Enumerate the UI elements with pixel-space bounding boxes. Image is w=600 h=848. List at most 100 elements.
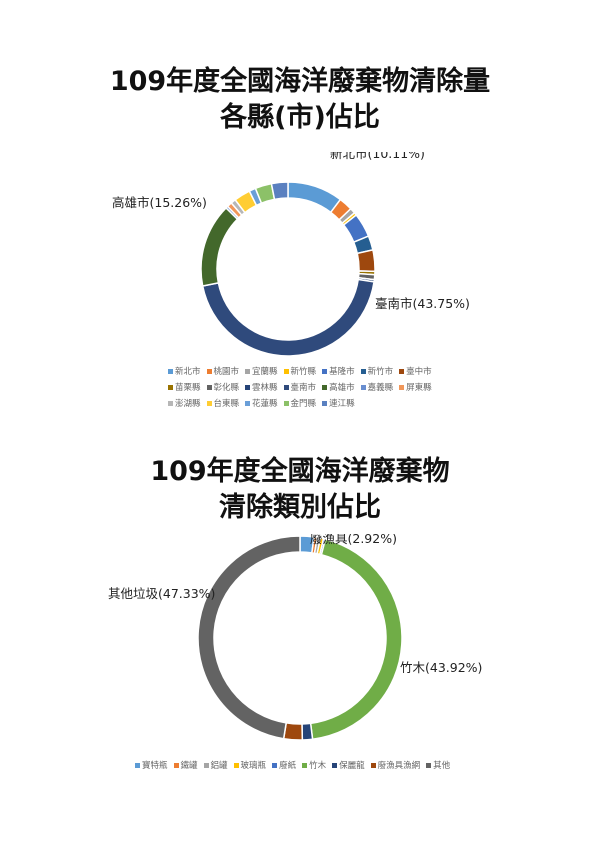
legend-swatch bbox=[322, 385, 328, 390]
legend-label: 桃園市 bbox=[213, 367, 240, 377]
legend-item: 廢紙 bbox=[272, 758, 296, 774]
legend-item: 新北市 bbox=[168, 364, 201, 380]
legend-item: 臺中市 bbox=[399, 364, 432, 380]
chart-title-line-2: 各縣(市)佔比 bbox=[220, 102, 380, 133]
slice-連江縣 bbox=[270, 181, 289, 201]
donut-chart: 新北市(10.11%) 臺南市(43.75%) 高雄市(15.26%) bbox=[112, 152, 470, 357]
legend-label: 玻璃瓶 bbox=[240, 761, 267, 771]
legend-item: 鋁罐 bbox=[203, 758, 228, 774]
chart-legend: 新北市 桃園市 宜蘭縣 新竹縣 基隆市 新竹市 臺中市苗栗縣 彰化縣 雲林縣 臺南市 高雄市 嘉義縣 屏… bbox=[168, 364, 448, 412]
legend-swatch bbox=[283, 401, 289, 406]
data-label: 其他垃圾(47.33%) bbox=[108, 586, 215, 601]
legend-item: 嘉義縣 bbox=[360, 380, 394, 396]
legend-label: 鐵罐 bbox=[180, 761, 198, 771]
chart-county-share: 109年度全國海洋廢棄物清除量 各縣(市)佔比 新北市(10.11%) 臺南市(4… bbox=[0, 64, 600, 424]
legend-label: 宜蘭縣 bbox=[252, 367, 278, 377]
slice-高雄市 bbox=[200, 206, 239, 287]
legend-swatch bbox=[399, 385, 405, 390]
legend-swatch bbox=[272, 763, 278, 768]
legend-swatch bbox=[360, 385, 366, 390]
legend-swatch bbox=[135, 763, 140, 768]
legend-item: 澎湖縣 bbox=[168, 396, 201, 412]
legend-swatch bbox=[426, 763, 432, 768]
data-label: 廢漁具(2.92%) bbox=[310, 534, 397, 546]
legend-label: 花蓮縣 bbox=[252, 399, 278, 409]
legend-swatch bbox=[283, 385, 289, 390]
legend-swatch bbox=[206, 369, 212, 374]
legend-swatch bbox=[245, 385, 251, 390]
legend-label: 其他 bbox=[433, 761, 451, 771]
legend-item: 寶特瓶 bbox=[135, 758, 168, 774]
legend-swatch bbox=[332, 763, 338, 768]
legend-label: 新竹縣 bbox=[290, 367, 317, 377]
data-label: 竹木(43.92%) bbox=[400, 660, 482, 675]
legend-item: 鐵罐 bbox=[173, 758, 198, 774]
legend-item: 金門縣 bbox=[283, 396, 317, 412]
legend-label: 金門縣 bbox=[290, 399, 317, 409]
legend-label: 臺南市 bbox=[290, 383, 317, 393]
legend-label: 竹木 bbox=[309, 761, 327, 771]
legend-item: 新竹市 bbox=[360, 364, 394, 380]
legend-swatch bbox=[233, 763, 239, 768]
legend-label: 澎湖縣 bbox=[175, 399, 201, 409]
legend-item: 其他 bbox=[426, 758, 450, 774]
legend-item: 臺南市 bbox=[283, 380, 317, 396]
legend-label: 連江縣 bbox=[329, 399, 355, 409]
legend-swatch bbox=[370, 763, 376, 768]
legend-swatch bbox=[302, 763, 308, 768]
legend-label: 嘉義縣 bbox=[367, 383, 394, 393]
legend-item: 花蓮縣 bbox=[245, 396, 278, 412]
legend-item: 桃園市 bbox=[206, 364, 240, 380]
legend-label: 寶特瓶 bbox=[142, 761, 168, 771]
slice-其他 bbox=[197, 535, 301, 740]
donut-chart: 廢漁具(2.92%) 竹木(43.92%) 其他垃圾(47.33%) bbox=[108, 534, 482, 741]
legend-item: 台東縣 bbox=[206, 396, 239, 412]
chart-legend: 寶特瓶 鐵罐 鋁罐 玻璃瓶 廢紙 竹木 保麗龍 廢漁具漁網 其他 bbox=[135, 758, 495, 774]
legend-item: 宜蘭縣 bbox=[245, 364, 278, 380]
slice-臺中市 bbox=[356, 248, 376, 273]
legend-swatch bbox=[322, 401, 328, 406]
slice-臺南市 bbox=[201, 278, 375, 357]
legend-item: 竹木 bbox=[302, 758, 326, 774]
legend-label: 臺中市 bbox=[406, 367, 432, 377]
legend-swatch bbox=[283, 369, 289, 374]
legend-item: 雲林縣 bbox=[245, 380, 278, 396]
chart-title-line-2: 清除類別佔比 bbox=[219, 492, 381, 523]
legend-label: 鋁罐 bbox=[210, 761, 228, 771]
chart-title: 109年度全國海洋廢棄物清除量 各縣(市)佔比 bbox=[0, 64, 600, 136]
legend-label: 屏東縣 bbox=[406, 383, 432, 393]
legend-label: 基隆市 bbox=[329, 367, 355, 377]
legend-item: 彰化縣 bbox=[206, 380, 240, 396]
legend-item: 玻璃瓶 bbox=[233, 758, 267, 774]
legend-label: 保麗龍 bbox=[339, 761, 365, 771]
legend-swatch bbox=[168, 369, 173, 374]
legend-label: 新北市 bbox=[175, 367, 201, 377]
legend-label: 高雄市 bbox=[329, 383, 355, 393]
legend-label: 廢紙 bbox=[279, 761, 297, 771]
legend-swatch bbox=[245, 369, 251, 374]
legend-swatch bbox=[322, 369, 328, 374]
data-label: 新北市(10.11%) bbox=[330, 152, 425, 161]
legend-swatch bbox=[360, 369, 366, 374]
legend-label: 苗栗縣 bbox=[175, 383, 201, 393]
legend-item: 屏東縣 bbox=[399, 380, 432, 396]
chart-title-line-1: 109年度全國海洋廢棄物 bbox=[150, 456, 450, 487]
chart-category-share: 109年度全國海洋廢棄物 清除類別佔比 廢漁具(2.92%) 竹木(43.92%)… bbox=[0, 454, 600, 794]
legend-label: 新竹市 bbox=[367, 367, 394, 377]
slice-保麗龍 bbox=[301, 722, 314, 741]
legend-item: 新竹縣 bbox=[283, 364, 317, 380]
legend-item: 高雄市 bbox=[322, 380, 355, 396]
legend-swatch bbox=[173, 763, 179, 768]
data-label: 高雄市(15.26%) bbox=[112, 195, 207, 210]
legend-swatch bbox=[206, 401, 212, 406]
chart-title-line-1: 109年度全國海洋廢棄物清除量 bbox=[109, 66, 491, 97]
legend-label: 廢漁具漁網 bbox=[377, 761, 421, 771]
legend-item: 保麗龍 bbox=[332, 758, 365, 774]
slice-新北市 bbox=[287, 181, 342, 214]
chart-title: 109年度全國海洋廢棄物 清除類別佔比 bbox=[0, 454, 600, 526]
legend-label: 彰化縣 bbox=[213, 383, 240, 393]
slice-竹木 bbox=[309, 538, 403, 741]
data-label: 臺南市(43.75%) bbox=[375, 296, 470, 311]
legend-item: 基隆市 bbox=[322, 364, 355, 380]
legend-item: 連江縣 bbox=[322, 396, 355, 412]
